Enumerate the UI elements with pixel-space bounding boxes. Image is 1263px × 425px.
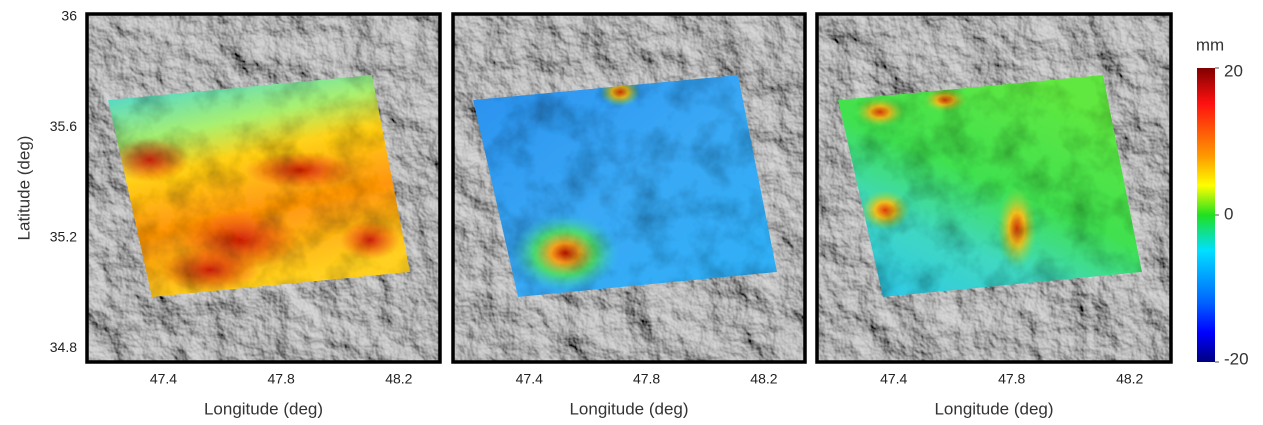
x-tick-label: 47.8 bbox=[998, 371, 1025, 387]
colorbar-tick-label: -20 bbox=[1224, 349, 1249, 368]
x-tick-label: 48.2 bbox=[750, 371, 777, 387]
y-axis-label: Latitude (deg) bbox=[14, 136, 33, 241]
map-panel bbox=[453, 14, 805, 362]
colorbar-label: mm bbox=[1196, 35, 1224, 54]
x-tick-label: 47.4 bbox=[150, 371, 177, 387]
deformation bbox=[108, 75, 410, 297]
colorbar bbox=[1197, 68, 1215, 362]
y-tick-label: 35.6 bbox=[50, 118, 77, 134]
deformation-anomaly bbox=[245, 152, 355, 188]
x-tick-label: 47.4 bbox=[880, 371, 907, 387]
deformation-anomaly bbox=[855, 97, 905, 127]
deformation-anomaly bbox=[923, 88, 967, 112]
x-axis-label: Longitude (deg) bbox=[569, 399, 688, 418]
deformation bbox=[473, 75, 777, 297]
y-tick-label: 36 bbox=[61, 7, 77, 23]
deformation-anomaly bbox=[340, 220, 400, 260]
colorbar-tick-label: 20 bbox=[1224, 61, 1243, 80]
map-panel bbox=[87, 14, 440, 362]
y-tick-label: 34.8 bbox=[50, 339, 77, 355]
x-axis-label: Longitude (deg) bbox=[934, 399, 1053, 418]
deformation-anomaly bbox=[860, 190, 910, 230]
x-axis-label: Longitude (deg) bbox=[204, 399, 323, 418]
colorbar-tick-label: 0 bbox=[1224, 204, 1233, 223]
map-panel bbox=[817, 14, 1171, 362]
x-tick-label: 47.8 bbox=[633, 371, 660, 387]
deformation-anomaly bbox=[510, 213, 620, 293]
x-tick-label: 48.2 bbox=[1116, 371, 1143, 387]
x-tick-label: 48.2 bbox=[385, 371, 412, 387]
x-tick-label: 47.8 bbox=[268, 371, 295, 387]
y-tick-label: 35.2 bbox=[50, 228, 77, 244]
x-tick-label: 47.4 bbox=[516, 371, 543, 387]
deformation bbox=[838, 75, 1142, 297]
figure: Latitude (deg) 47.4 47.8 48.2 Longitude (de… bbox=[0, 0, 1263, 425]
deformation-anomaly bbox=[997, 188, 1037, 268]
deformation-anomaly bbox=[160, 248, 260, 292]
